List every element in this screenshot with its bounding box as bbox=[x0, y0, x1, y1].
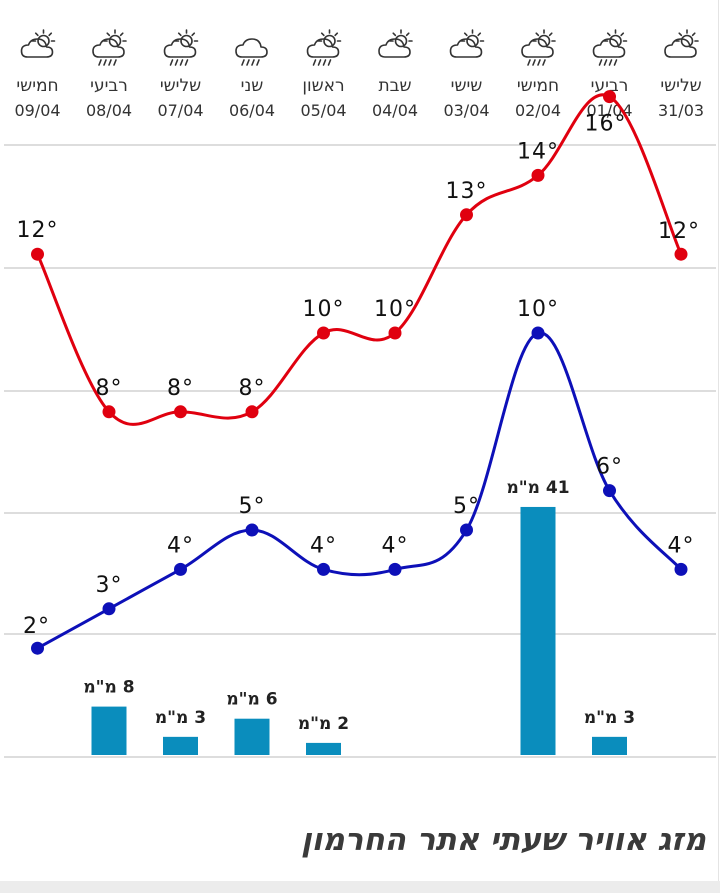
max-temp-label: 16° bbox=[585, 112, 627, 137]
day-name: רביעי bbox=[90, 76, 128, 96]
min-temp-point bbox=[174, 562, 187, 576]
max-temp-point bbox=[674, 247, 688, 261]
max-temp-label: 8° bbox=[239, 376, 266, 401]
min-temp-point bbox=[674, 562, 688, 576]
day-date: 02/04 bbox=[515, 101, 561, 120]
partly-cloudy-icon bbox=[20, 29, 56, 58]
precip-bar bbox=[91, 706, 127, 755]
min-temp-point bbox=[531, 326, 545, 340]
min-temp-label: 4° bbox=[668, 533, 695, 558]
sun-cloud-rain-icon bbox=[306, 29, 342, 66]
grid-lines bbox=[4, 144, 716, 758]
max-temp-point bbox=[102, 405, 116, 419]
precip-label: 6 מ"מ bbox=[226, 690, 277, 710]
max-temp-point bbox=[460, 208, 473, 222]
weather-chart: שלישי 31/03 רביעי 01/04 חמישי 02/04 שישי 03/04 ש… bbox=[4, 29, 716, 758]
min-temp-label: 5° bbox=[453, 494, 480, 519]
min-temp-point bbox=[388, 562, 402, 576]
max-temp-label: 10° bbox=[303, 297, 345, 322]
day-name: שלישי bbox=[160, 76, 201, 96]
min-temp-point bbox=[317, 562, 330, 576]
day-date: 08/04 bbox=[86, 101, 132, 120]
partly-cloudy-icon bbox=[664, 29, 699, 58]
sun-cloud-rain-icon bbox=[92, 29, 127, 66]
min-temp-point bbox=[460, 523, 473, 537]
max-temp-label: 12° bbox=[658, 219, 700, 244]
day-name: רביעי bbox=[591, 76, 629, 96]
max-temp-label: 13° bbox=[446, 179, 488, 204]
precip-label: 3 מ"מ bbox=[155, 708, 206, 728]
max-temp-point bbox=[388, 326, 402, 340]
min-temp-line bbox=[36, 331, 683, 650]
cloud-rain-icon bbox=[235, 38, 268, 66]
max-temp-point bbox=[245, 405, 259, 419]
min-temp-label: 6° bbox=[596, 455, 623, 480]
footer-strip bbox=[0, 881, 720, 893]
max-temp-point bbox=[31, 247, 44, 261]
min-temp-label: 4° bbox=[167, 533, 194, 558]
min-temp-point bbox=[31, 641, 44, 655]
day-name: חמישי bbox=[16, 76, 58, 96]
precip-label: 8 מ"מ bbox=[83, 678, 134, 698]
sun-cloud-rain-icon bbox=[521, 29, 556, 66]
day-name: שלישי bbox=[660, 76, 701, 96]
max-temp-point bbox=[603, 90, 616, 104]
day-name: שישי bbox=[451, 76, 483, 96]
min-temp-label: 2° bbox=[23, 614, 50, 639]
max-temp-point bbox=[531, 168, 545, 182]
max-temp-point bbox=[174, 405, 187, 419]
day-date: 01/04 bbox=[586, 101, 632, 120]
value-labels: 3 מ"מ 41 מ"מ 2 מ"מ 6 מ"מ 3 מ"מ 8 מ"מ 12° 16° 14°… bbox=[17, 112, 700, 734]
precip-bars bbox=[91, 506, 627, 755]
min-temp-point bbox=[245, 523, 259, 537]
max-temp-line bbox=[36, 93, 683, 426]
min-temp-point bbox=[603, 484, 616, 498]
max-temp-point bbox=[317, 326, 330, 340]
precip-label: 3 מ"מ bbox=[584, 708, 635, 728]
day-name: שבת bbox=[378, 76, 411, 96]
precip-bar bbox=[520, 506, 556, 755]
day-name: שני bbox=[241, 76, 264, 96]
precip-bar bbox=[306, 742, 341, 755]
temperature-lines bbox=[31, 90, 688, 655]
min-temp-label: 5° bbox=[239, 494, 266, 519]
day-date: 31/03 bbox=[658, 101, 704, 120]
day-date: 04/04 bbox=[372, 101, 418, 120]
precip-bar bbox=[163, 736, 198, 755]
max-temp-label: 8° bbox=[167, 376, 194, 401]
precip-label: 2 מ"מ bbox=[298, 714, 349, 734]
min-temp-label: 10° bbox=[517, 297, 559, 322]
partly-cloudy-icon bbox=[378, 29, 413, 58]
max-temp-label: 10° bbox=[374, 297, 416, 322]
day-date: 09/04 bbox=[14, 101, 60, 120]
max-temp-label: 8° bbox=[96, 376, 123, 401]
day-date: 05/04 bbox=[300, 101, 346, 120]
min-temp-label: 4° bbox=[310, 533, 337, 558]
day-name: ראשון bbox=[302, 76, 344, 96]
max-temp-label: 12° bbox=[17, 218, 59, 243]
day-header: שלישי 31/03 רביעי 01/04 חמישי 02/04 שישי 03/04 ש… bbox=[14, 29, 704, 120]
sun-cloud-rain-icon bbox=[592, 29, 628, 66]
min-temp-label: 3° bbox=[96, 573, 123, 598]
day-date: 03/04 bbox=[443, 101, 489, 120]
precip-bar bbox=[592, 736, 627, 755]
min-temp-point bbox=[102, 602, 116, 616]
day-date: 07/04 bbox=[157, 101, 203, 120]
precip-label: 41 מ"מ bbox=[506, 478, 569, 498]
sun-cloud-rain-icon bbox=[163, 29, 199, 66]
day-date: 06/04 bbox=[229, 101, 275, 120]
precip-bar bbox=[234, 718, 270, 755]
max-temp-label: 14° bbox=[517, 139, 559, 164]
min-temp-label: 4° bbox=[382, 533, 409, 558]
page-title: מזג אוויר שעתי אתר החרמון bbox=[300, 822, 706, 858]
partly-cloudy-icon bbox=[449, 29, 485, 58]
day-name: חמישי bbox=[517, 76, 559, 96]
